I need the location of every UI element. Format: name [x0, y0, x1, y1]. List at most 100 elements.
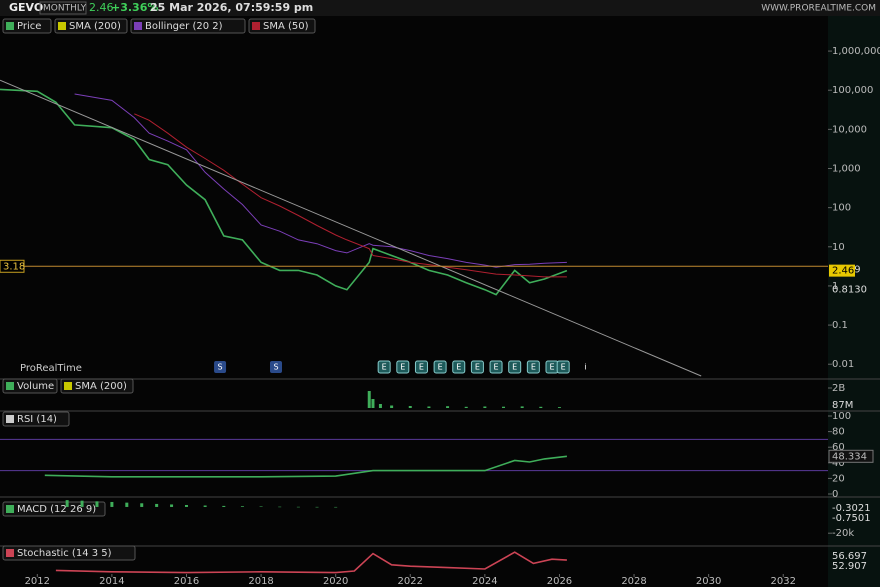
bar: [203, 505, 207, 507]
level-label-box: [0, 259, 25, 273]
earnings-marker: [452, 360, 466, 374]
bar: [65, 500, 69, 507]
legend-swatch: [6, 505, 14, 513]
legend-item: [60, 378, 134, 394]
legend-swatch: [134, 22, 142, 30]
earnings-marker-label: E: [419, 363, 424, 372]
y-tick-label: 80: [832, 427, 845, 438]
y-tick-label: 10,000: [832, 124, 867, 135]
x-tick-label: 2014: [99, 576, 124, 587]
split-marker: [214, 361, 227, 373]
y-tick-label: -20k: [832, 528, 854, 539]
watermark: ProRealTime: [20, 363, 82, 374]
last-value-label: 48.334: [832, 451, 867, 462]
y-tick-label: 20: [832, 473, 845, 484]
y-tick-label: 0.1: [832, 320, 848, 331]
series-line: [44, 455, 567, 478]
x-tick-label: 2030: [696, 576, 721, 587]
price-label: 0.8130: [832, 284, 867, 295]
y-tick-label: 0.01: [832, 359, 854, 370]
bar: [502, 406, 506, 408]
legend-item: [54, 18, 128, 34]
series-line: [0, 88, 568, 296]
x-tick-label: 2016: [174, 576, 199, 587]
earnings-marker-label: E: [531, 363, 536, 372]
bar: [557, 407, 561, 408]
earnings-marker: [526, 360, 540, 374]
y-tick-label: 40: [832, 458, 845, 469]
y-tick-label: 100: [832, 203, 851, 214]
bar: [278, 506, 282, 508]
x-tick-label: 2024: [472, 576, 497, 587]
legend-item: [2, 411, 70, 427]
earnings-marker: [508, 360, 522, 374]
y-tick-label: 100: [832, 411, 851, 422]
bar: [367, 391, 371, 408]
earnings-marker-label: E: [549, 363, 554, 372]
earnings-marker-label: E: [400, 363, 405, 372]
legend-swatch: [6, 22, 14, 30]
bar: [222, 505, 226, 507]
bar: [140, 503, 144, 507]
x-tick-label: 2018: [248, 576, 273, 587]
bar: [483, 406, 487, 408]
y-tick-label: 1,000: [832, 164, 861, 175]
last-value-label: 87M: [832, 400, 853, 411]
legend-swatch: [6, 415, 14, 423]
earnings-marker-label: E: [438, 363, 443, 372]
legend-label: Price: [17, 21, 41, 32]
bar: [446, 406, 450, 408]
bar: [427, 406, 431, 408]
level-label: 3.18: [3, 261, 25, 272]
legend-swatch: [58, 22, 66, 30]
split-marker-label: S: [218, 363, 223, 372]
earnings-marker: [433, 360, 447, 374]
change: +3.36%: [111, 1, 158, 14]
timeframe-box: [39, 1, 87, 15]
earnings-marker: [556, 360, 570, 374]
price-label: 2.46: [832, 266, 854, 277]
last-value-label: 52.907: [832, 561, 867, 572]
legend-label: Volume: [17, 381, 54, 392]
earnings-marker: [377, 360, 391, 374]
last-price-box: [829, 264, 855, 277]
bar: [240, 506, 244, 507]
y-tick-label: 1: [832, 281, 838, 292]
bar: [95, 501, 99, 507]
trendline: [0, 79, 702, 377]
bar: [125, 502, 129, 507]
info-marker: i: [584, 363, 586, 372]
legend-swatch: [6, 549, 14, 557]
symbol: GEVO: [9, 1, 43, 14]
bar: [296, 506, 300, 508]
earnings-marker-label: E: [382, 363, 387, 372]
y-tick-label: 1,000,000: [832, 46, 880, 57]
bar: [155, 503, 159, 507]
bar: [259, 506, 263, 507]
earnings-marker-label: E: [512, 363, 517, 372]
right-axis: [828, 16, 880, 587]
header-bar: [0, 0, 880, 16]
bar: [110, 501, 114, 507]
series-line: [134, 113, 567, 278]
legend-label: Bollinger (20 2): [145, 21, 223, 32]
earnings-marker: [414, 360, 428, 374]
split-marker: [270, 361, 282, 373]
last-value-box: [828, 449, 874, 463]
last-value-label: -0.7501: [832, 513, 871, 524]
bar: [371, 399, 375, 408]
bar: [378, 404, 382, 408]
legend-swatch: [64, 382, 72, 390]
legend-item: [2, 501, 106, 517]
bar: [408, 406, 412, 408]
bar: [80, 500, 84, 507]
x-tick-label: 2022: [398, 576, 423, 587]
x-tick-label: 2012: [25, 576, 50, 587]
legend-item: [2, 18, 52, 34]
last-price: 2.46: [89, 1, 114, 14]
x-tick-label: 2032: [771, 576, 796, 587]
legend-item: [248, 18, 316, 34]
x-tick-label: 2026: [547, 576, 572, 587]
timeframe: MONTHLY: [43, 4, 87, 14]
